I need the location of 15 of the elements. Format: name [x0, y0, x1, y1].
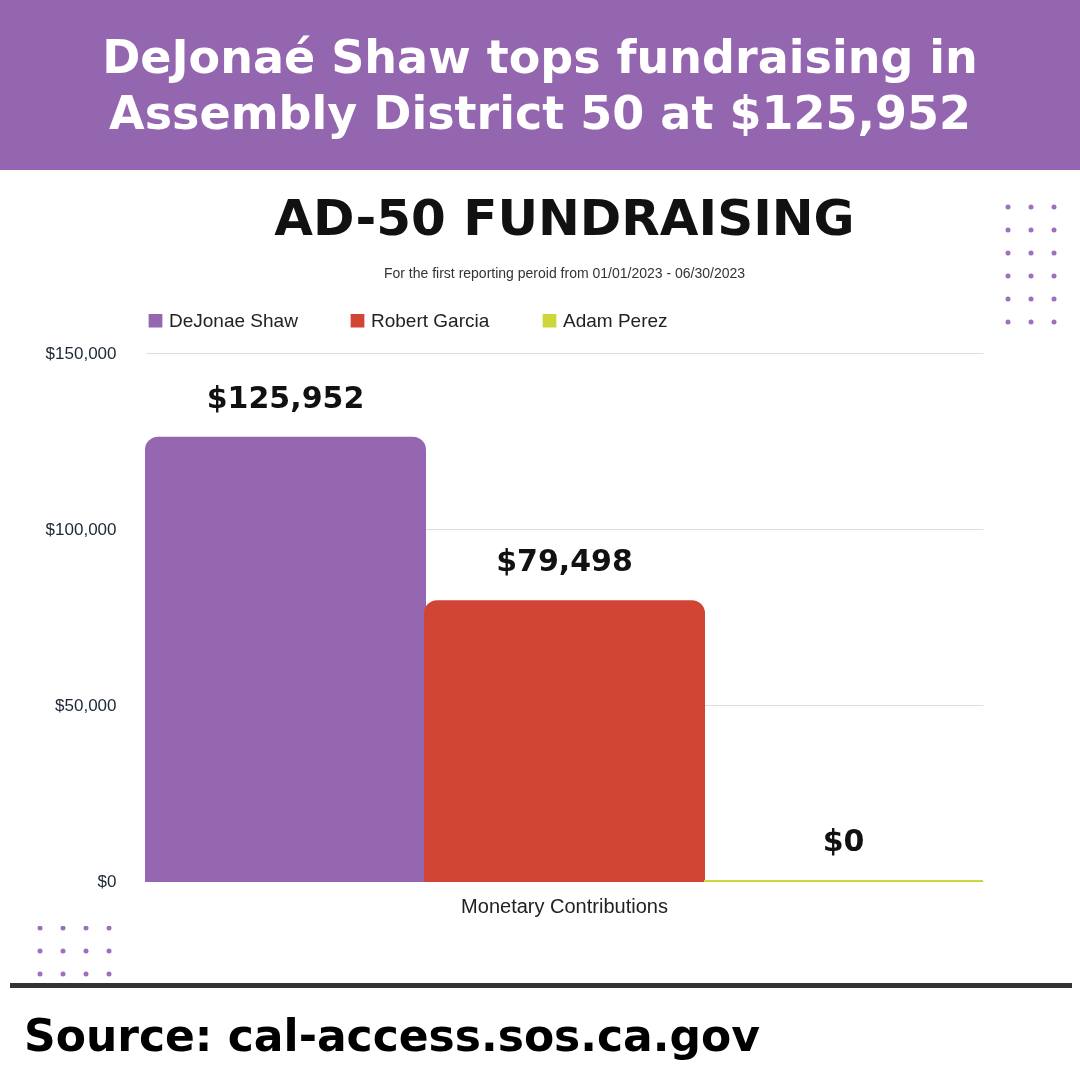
text: DeJonaé Shaw tops fundraising in Assembly District 50 at $125,952 [0, 0, 1080, 170]
chart-title: AD-50 FUNDRAISING [274, 189, 855, 247]
data-label: $125,952 [206, 379, 365, 415]
data-label: $0 [822, 823, 865, 858]
y-tick-label: $50,000 [55, 695, 117, 715]
legend-label: Adam Perez [563, 309, 668, 331]
y-tick-label: $100,000 [45, 519, 117, 539]
legend-label: Robert Garcia [371, 309, 490, 331]
data-label: $79,498 [496, 543, 633, 579]
source-note: Source: cal-access.sos.ca.gov [24, 1010, 760, 1061]
y-tick-label: $0 [97, 871, 117, 891]
x-tick-label: Monetary Contributions [461, 894, 668, 917]
legend-label: DeJonae Shaw [169, 309, 299, 331]
y-tick-label: $150,000 [45, 343, 117, 363]
chart-subtitle: For the first reporting peroid from 01/01/2023 - 06/30/2023 [383, 265, 746, 281]
